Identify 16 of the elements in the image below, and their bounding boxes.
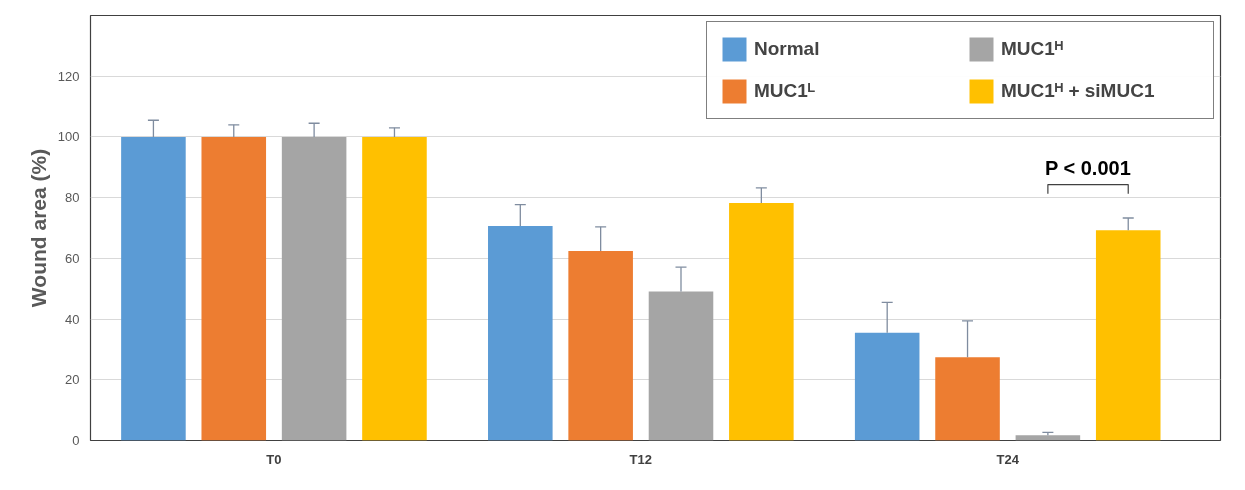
legend-label: MUC1ᴴ + siMUC1	[1001, 80, 1156, 102]
x-tick-label: T12	[629, 451, 653, 467]
y-tick-label: 100	[57, 129, 80, 145]
y-tick-label: 20	[65, 372, 80, 388]
x-tick-label: T24	[996, 451, 1020, 467]
y-tick-label: 0	[72, 433, 80, 448]
y-tick-label: 120	[57, 68, 80, 84]
y-tick-label: 60	[65, 250, 80, 266]
y-axis-title: Wound area (%)	[26, 148, 50, 308]
y-tick-label: 40	[65, 311, 80, 327]
legend-label: MUC1ᴴ	[1001, 38, 1065, 60]
annotation: P < 0.001	[1044, 156, 1131, 179]
y-tick-label: 80	[65, 190, 80, 206]
x-tick-label: T0	[266, 451, 282, 467]
legend-label: Normal	[754, 38, 821, 60]
legend-label: MUC1ᴸ	[754, 80, 817, 102]
